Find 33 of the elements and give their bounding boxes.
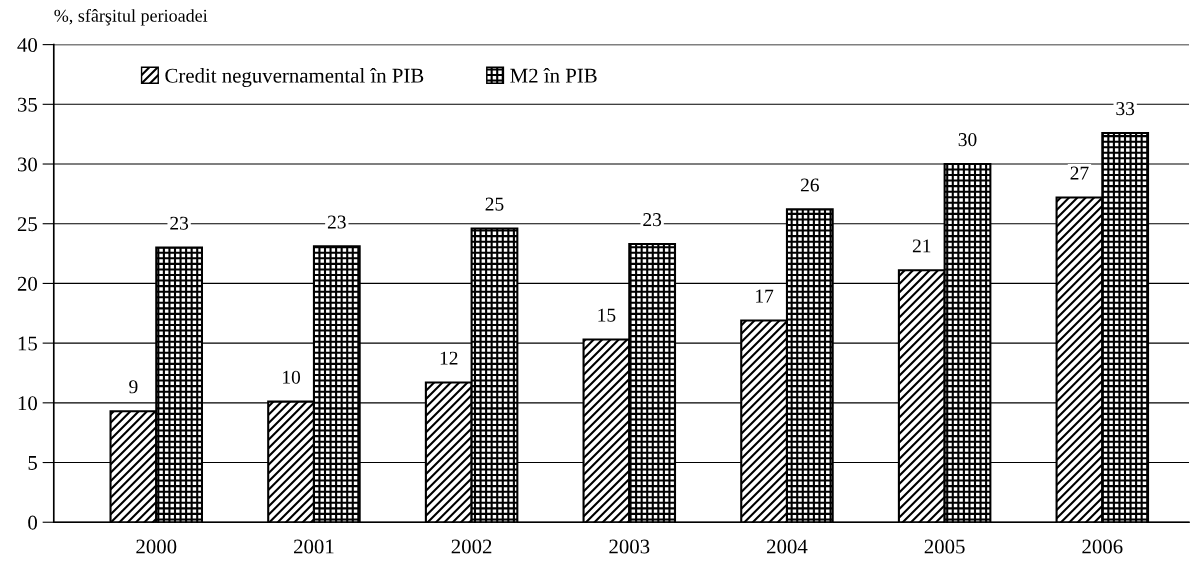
data-label: 9 (129, 380, 138, 394)
y-tick-label: 0 (28, 515, 38, 530)
y-tick-label: 25 (17, 217, 37, 232)
x-tick-label: 2005 (924, 539, 965, 554)
y-tick-label: 20 (17, 276, 38, 291)
data-label: 10 (283, 370, 301, 384)
data-label: 23 (327, 215, 346, 229)
data-label: 15 (598, 308, 616, 322)
data-label: 33 (1116, 102, 1135, 116)
legend-label: M2 în PIB (510, 67, 597, 83)
data-label: 30 (958, 133, 977, 147)
x-tick-label: 2002 (451, 539, 492, 554)
legend-label: Credit neguvernamental în PIB (165, 67, 424, 87)
x-tick-label: 2000 (136, 539, 177, 554)
data-label: 17 (756, 289, 774, 303)
data-label: 26 (800, 178, 819, 192)
x-tick-label: 2001 (294, 539, 334, 554)
x-tick-label: 2006 (1082, 539, 1123, 554)
data-label: 21 (912, 239, 931, 253)
data-label: 25 (485, 197, 504, 211)
data-label: 27 (1070, 166, 1089, 180)
y-axis-title: %, sfârşitul perioadei (54, 8, 208, 26)
data-label: 12 (440, 351, 458, 365)
y-tick-label: 15 (18, 336, 37, 351)
data-label: 23 (643, 213, 662, 227)
x-tick-label: 2004 (767, 539, 808, 554)
y-tick-label: 40 (17, 37, 38, 53)
y-tick-label: 10 (18, 396, 38, 411)
x-tick-label: 2003 (609, 539, 650, 554)
y-tick-label: 35 (17, 97, 37, 112)
y-tick-label: 5 (28, 456, 37, 470)
data-label: 23 (170, 216, 189, 230)
y-tick-label: 30 (17, 157, 38, 172)
